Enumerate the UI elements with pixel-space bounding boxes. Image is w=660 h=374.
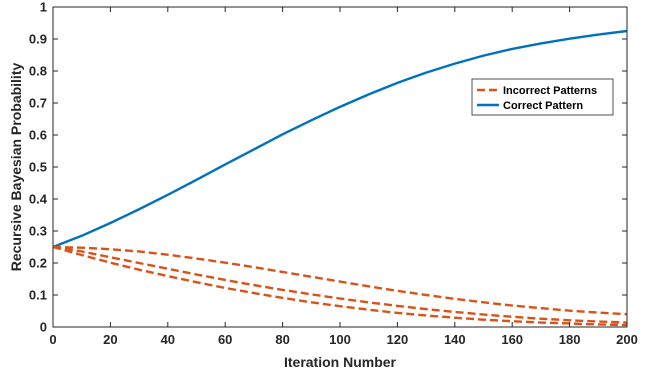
y-tick-label: 0.1 <box>29 288 47 303</box>
ticks-layer: 0 20 40 60 80 100 120 140 160 180 200 0 0.1 0.2 0.3 0.4… <box>29 0 638 347</box>
plot-background <box>53 7 627 327</box>
series-line-incorrect-patterns-3 <box>52 245 628 327</box>
y-tick-label: 0.9 <box>29 32 47 47</box>
x-tick-label: 200 <box>616 332 638 347</box>
y-axis-title: Recursive Bayesian Probability <box>8 63 24 272</box>
series-line-incorrect-patterns-1 <box>52 245 628 316</box>
y-tick-label: 0.6 <box>29 128 47 143</box>
x-tick-label: 20 <box>103 332 117 347</box>
series-line-incorrect-patterns-2 <box>52 245 628 324</box>
x-tick-label: 180 <box>559 332 581 347</box>
legend-box <box>471 78 614 116</box>
y-tick-label: 0 <box>40 320 47 335</box>
x-tick-label: 40 <box>161 332 175 347</box>
x-tick-label: 120 <box>387 332 409 347</box>
series-layer <box>52 29 628 327</box>
y-tick-label: 0.5 <box>29 160 47 175</box>
x-tick-label: 80 <box>275 332 289 347</box>
legend-label-incorrect-patterns: Incorrect Patterns <box>503 85 597 97</box>
x-tick-label: 140 <box>444 332 466 347</box>
y-tick-label: 0.7 <box>29 96 47 111</box>
y-tick-label: 0.4 <box>29 192 48 207</box>
y-tick-label: 0.3 <box>29 224 47 239</box>
x-tick-label: 100 <box>329 332 351 347</box>
x-tick-label: 0 <box>49 332 56 347</box>
x-tick-label: 60 <box>218 332 232 347</box>
plot-area <box>53 7 627 327</box>
y-tick-label: 0.2 <box>29 256 47 271</box>
series-line-correct-pattern-0 <box>52 29 628 249</box>
y-tick-label: 0.8 <box>29 64 47 79</box>
x-axis-title: Iteration Number <box>284 354 397 370</box>
x-tick-label: 160 <box>501 332 523 347</box>
legend: Incorrect Patterns Correct Pattern <box>471 78 614 116</box>
y-tick-label: 1 <box>40 0 47 15</box>
legend-label-correct-pattern: Correct Pattern <box>503 100 583 112</box>
